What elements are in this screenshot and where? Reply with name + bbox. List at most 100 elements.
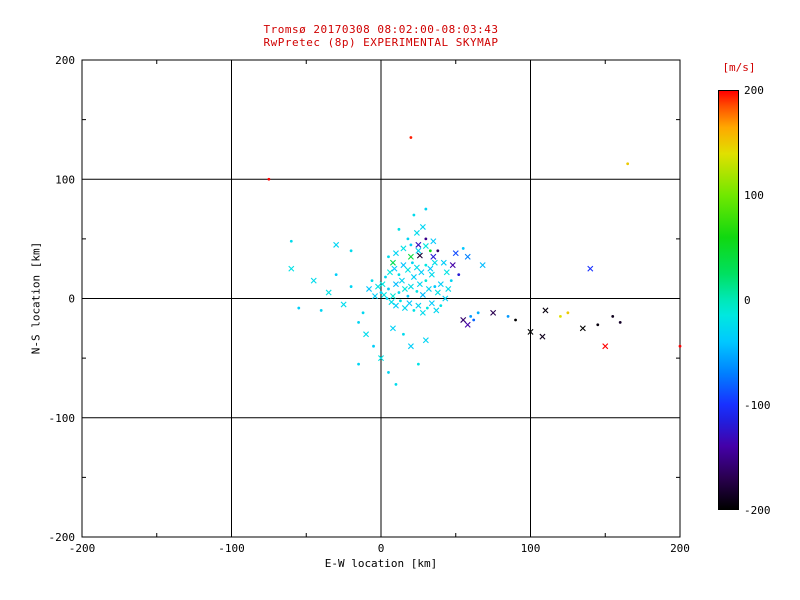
data-point xyxy=(428,300,435,307)
data-point xyxy=(398,277,405,284)
data-point xyxy=(288,265,295,272)
data-point xyxy=(397,291,401,294)
data-point xyxy=(297,306,301,310)
data-point xyxy=(310,277,317,284)
x-axis-label: E-W location [km] xyxy=(324,557,438,570)
data-point xyxy=(349,285,353,288)
data-point xyxy=(397,227,401,231)
data-point xyxy=(472,318,476,322)
colorbar-tick-label: 200 xyxy=(744,84,764,97)
data-point xyxy=(490,309,497,316)
data-point xyxy=(406,294,410,298)
data-point xyxy=(387,371,390,374)
chart-subtitle: RwPretec (8p) EXPERIMENTAL SKYMAP xyxy=(263,36,499,49)
data-point xyxy=(514,318,517,322)
data-point xyxy=(579,325,586,332)
data-point xyxy=(566,311,570,315)
data-point xyxy=(419,223,426,230)
y-tick-label: 100 xyxy=(55,173,75,186)
data-point xyxy=(289,239,293,243)
data-point xyxy=(476,311,480,315)
data-point xyxy=(357,320,360,324)
data-point xyxy=(391,265,398,272)
data-point xyxy=(413,264,420,271)
data-point xyxy=(602,343,609,350)
x-tick-label: -100 xyxy=(218,542,245,555)
data-point xyxy=(415,247,422,254)
data-point xyxy=(366,285,373,292)
data-point xyxy=(479,262,486,269)
data-point xyxy=(416,362,420,366)
data-point xyxy=(387,287,390,291)
data-point xyxy=(461,247,465,250)
data-point xyxy=(464,321,471,328)
data-point xyxy=(379,281,386,288)
data-point xyxy=(409,136,413,139)
data-point xyxy=(372,344,375,348)
data-point xyxy=(407,343,414,350)
data-point xyxy=(406,237,410,241)
data-point xyxy=(618,320,622,324)
data-point xyxy=(407,283,414,290)
data-point xyxy=(415,289,419,293)
data-point xyxy=(422,243,429,250)
x-tick-label: -200 xyxy=(69,542,96,555)
data-point xyxy=(419,291,426,298)
data-point xyxy=(445,285,452,292)
y-tick-label: 200 xyxy=(55,54,75,67)
data-point xyxy=(452,250,459,257)
data-point xyxy=(449,262,456,269)
data-point xyxy=(626,162,630,166)
y-tick-label: -200 xyxy=(49,531,76,544)
data-point xyxy=(415,241,422,248)
data-point xyxy=(375,283,381,290)
data-point xyxy=(319,309,323,312)
data-point xyxy=(436,249,440,253)
data-point xyxy=(389,259,396,266)
data-point xyxy=(433,307,440,314)
data-point xyxy=(611,314,615,318)
data-point xyxy=(399,299,402,303)
data-point xyxy=(400,245,407,252)
data-point xyxy=(430,238,437,245)
data-point xyxy=(400,262,407,269)
data-point xyxy=(422,337,429,344)
colorbar-tick-label: -100 xyxy=(744,399,771,412)
data-point xyxy=(443,269,450,276)
data-point xyxy=(419,309,426,316)
data-point xyxy=(428,249,432,253)
data-point xyxy=(460,316,467,323)
data-point xyxy=(401,285,408,292)
data-point xyxy=(384,275,387,279)
data-point xyxy=(457,273,461,277)
data-point xyxy=(506,314,510,318)
data-point xyxy=(401,305,408,312)
data-point xyxy=(449,279,453,283)
data-point xyxy=(424,279,428,283)
data-point xyxy=(439,304,443,308)
data-point xyxy=(418,269,425,276)
data-point xyxy=(410,274,417,281)
data-point xyxy=(340,301,347,308)
colorbar-tick-label: 100 xyxy=(744,189,764,202)
data-point xyxy=(559,314,562,318)
data-point xyxy=(385,297,389,300)
x-tick-label: 100 xyxy=(521,542,541,555)
data-point xyxy=(413,229,420,236)
data-point xyxy=(388,299,395,306)
data-point xyxy=(542,307,549,314)
data-point xyxy=(428,271,435,278)
data-point xyxy=(412,213,416,217)
chart-title: Tromsø 20170308 08:02:00-08:03:43 xyxy=(263,23,499,36)
data-point xyxy=(469,314,473,318)
data-point xyxy=(433,285,437,288)
data-point xyxy=(424,237,428,241)
data-point xyxy=(372,293,379,300)
data-point xyxy=(357,362,360,366)
data-point xyxy=(386,269,393,276)
data-point xyxy=(397,273,401,277)
data-point xyxy=(267,177,271,181)
data-point xyxy=(527,328,534,335)
